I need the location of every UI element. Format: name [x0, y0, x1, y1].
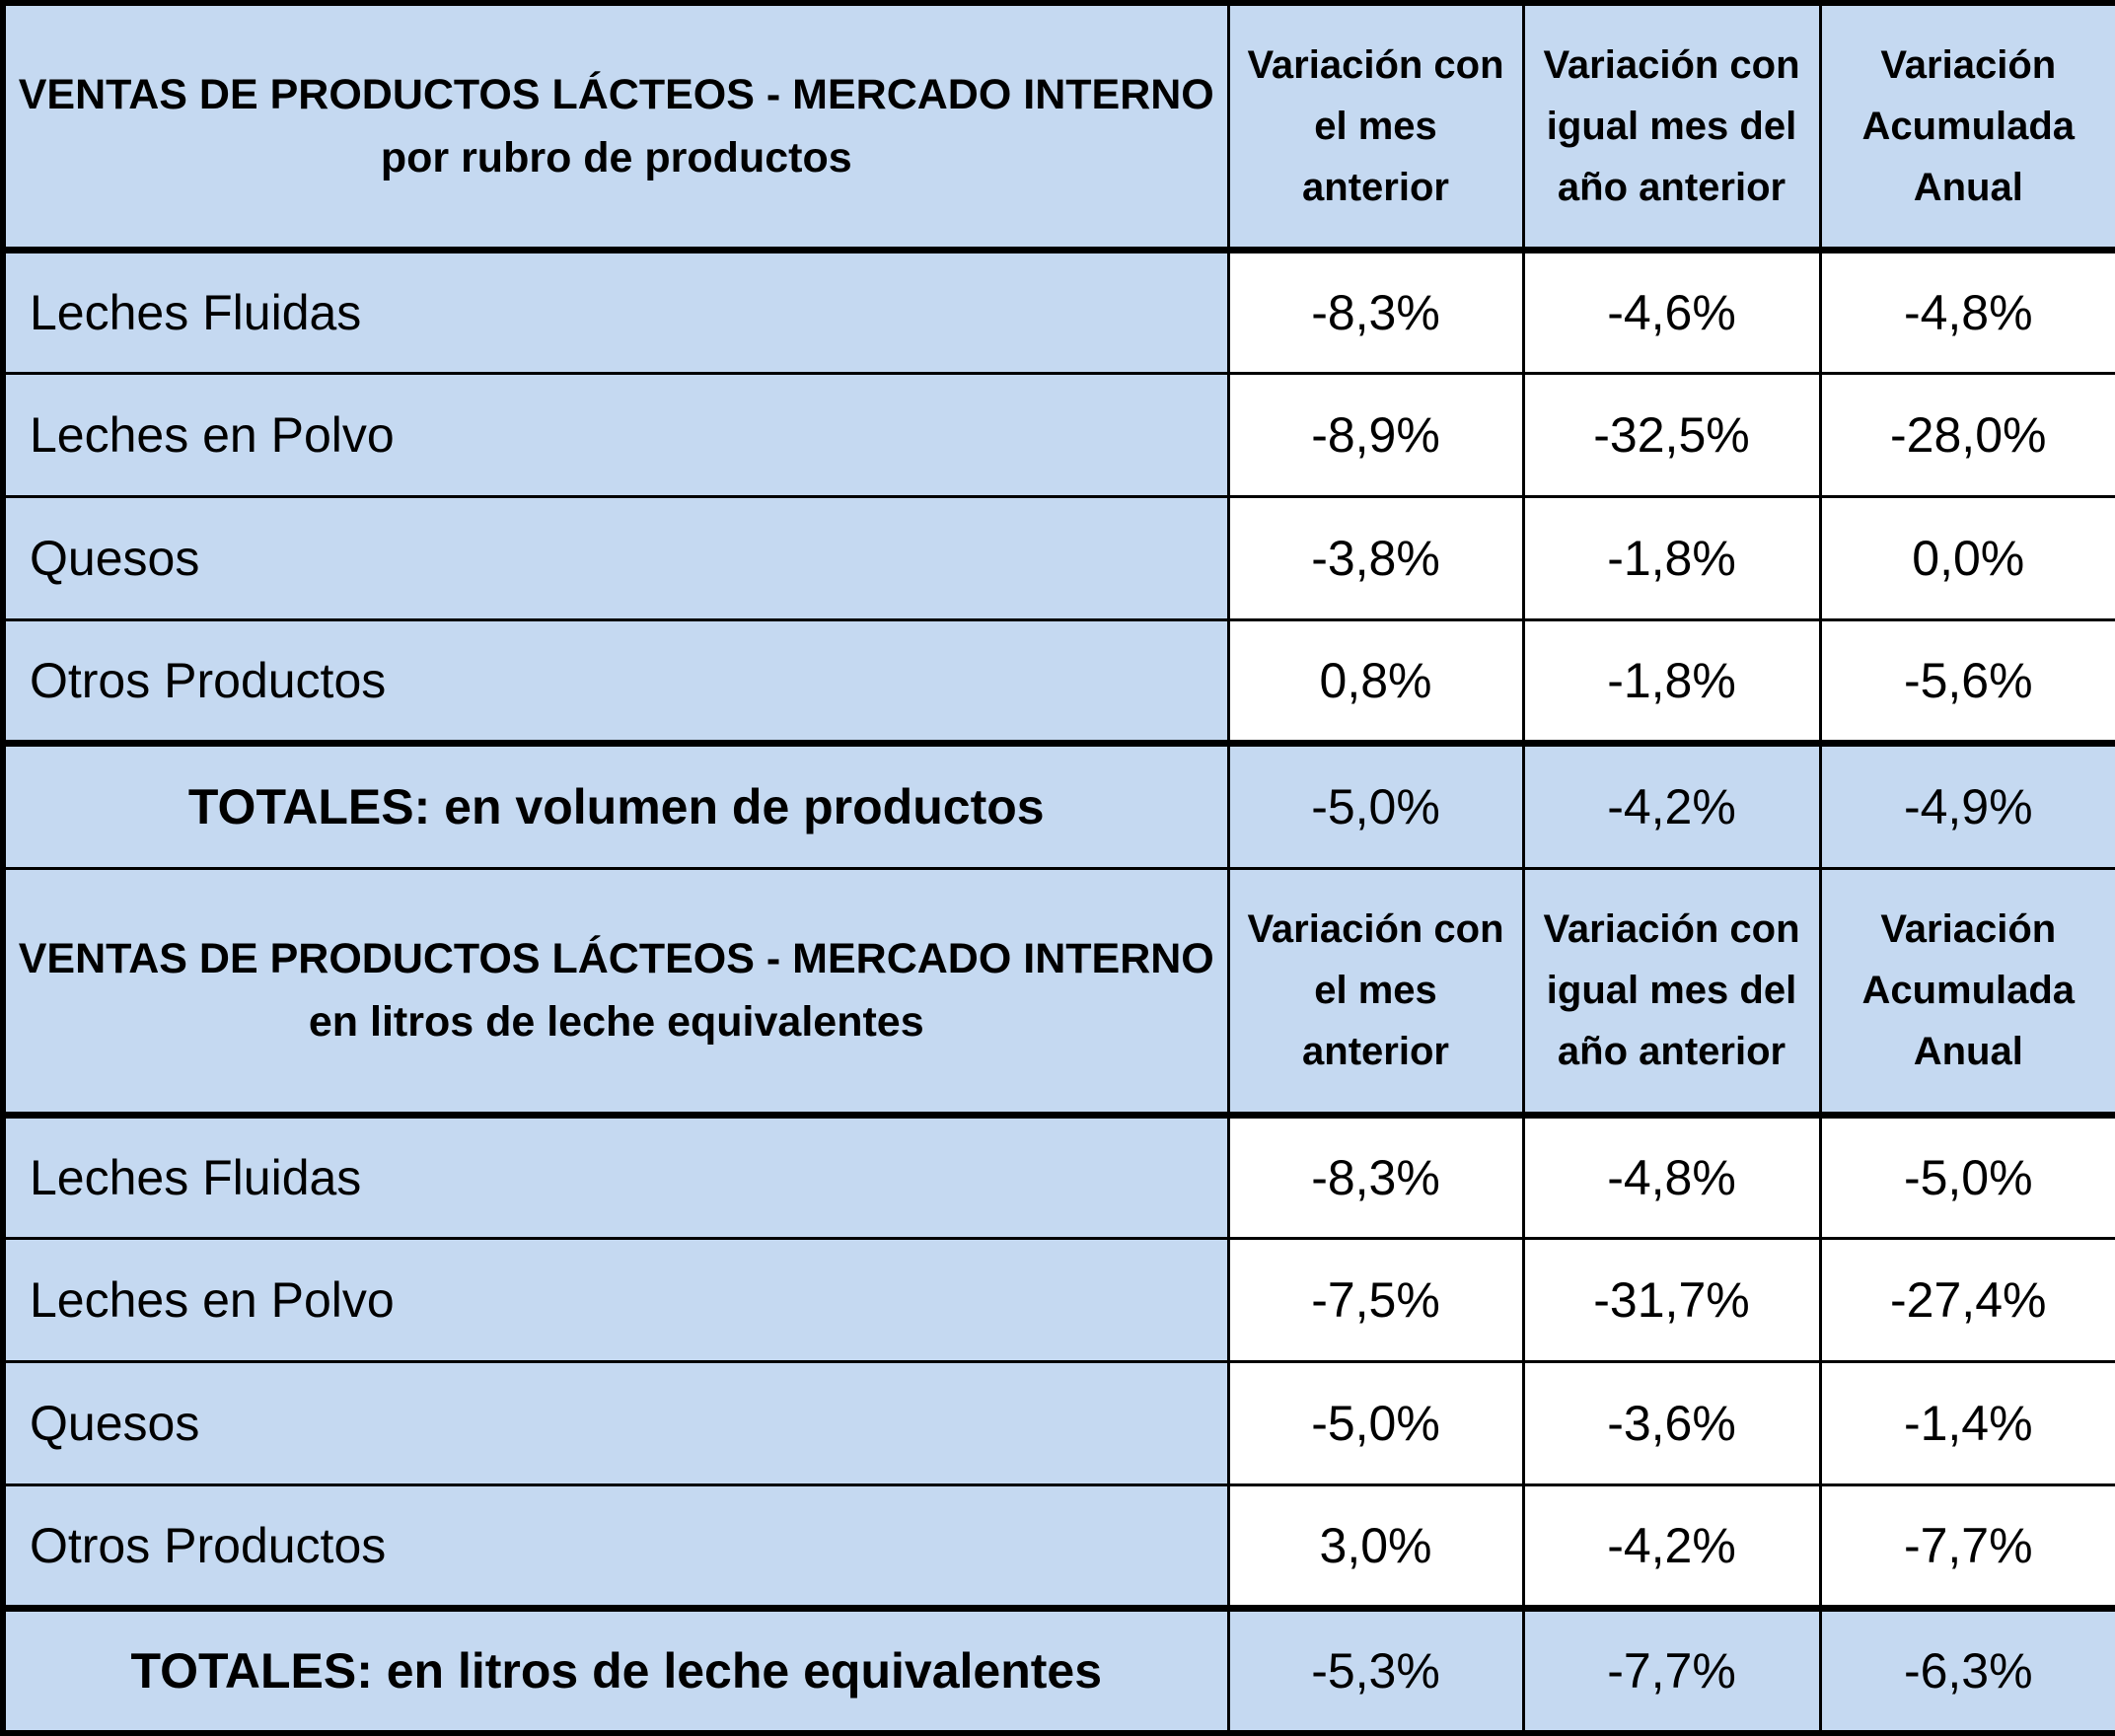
- table-row: Otros Productos 3,0% -4,2% -7,7%: [1, 1483, 2115, 1610]
- header-line: Anual: [1913, 165, 2023, 209]
- cell-value: 0,0%: [1818, 494, 2115, 621]
- total-value: -4,9%: [1818, 739, 2115, 870]
- table1-title: VENTAS DE PRODUCTOS LÁCTEOS - MERCADO IN…: [1, 1, 1230, 253]
- table2-col-header-month: Variación con el mes anterior: [1226, 866, 1525, 1119]
- total-value: -5,3%: [1226, 1604, 1525, 1735]
- header-line: Variación con: [1247, 42, 1504, 87]
- total-value: -7,7%: [1521, 1604, 1822, 1735]
- table-row: Leches Fluidas -8,3% -4,6% -4,8%: [1, 248, 2115, 375]
- row-label: Leches Fluidas: [1, 1113, 1230, 1240]
- total-value: -4,2%: [1521, 739, 1822, 870]
- table-row: Leches en Polvo -8,9% -32,5% -28,0%: [1, 371, 2115, 498]
- cell-value: -27,4%: [1818, 1236, 2115, 1363]
- total-value: -5,0%: [1226, 739, 1525, 870]
- cell-value: -1,8%: [1521, 617, 1822, 745]
- cell-value: -3,6%: [1521, 1359, 1822, 1486]
- row-label: Quesos: [1, 494, 1230, 621]
- total-label: TOTALES: en litros de leche equivalentes: [1, 1604, 1230, 1735]
- table-row: Quesos -3,8% -1,8% 0,0%: [1, 494, 2115, 621]
- table2-title: VENTAS DE PRODUCTOS LÁCTEOS - MERCADO IN…: [1, 866, 1230, 1119]
- cell-value: -7,5%: [1226, 1236, 1525, 1363]
- cell-value: -3,8%: [1226, 494, 1525, 621]
- table2-col-header-year: Variación con igual mes del año anterior: [1521, 866, 1822, 1119]
- cell-value: 3,0%: [1226, 1483, 1525, 1610]
- cell-value: -5,0%: [1818, 1113, 2115, 1240]
- header-line: Acumulada: [1861, 104, 2076, 148]
- cell-value: -1,4%: [1818, 1359, 2115, 1486]
- cell-value: -5,0%: [1226, 1359, 1525, 1486]
- table2-header-row: VENTAS DE PRODUCTOS LÁCTEOS - MERCADO IN…: [1, 866, 2115, 1119]
- total-label: TOTALES: en volumen de productos: [1, 739, 1230, 870]
- cell-value: -8,9%: [1226, 371, 1525, 498]
- cell-value: -7,7%: [1818, 1483, 2115, 1610]
- header-line: año anterior: [1557, 1030, 1787, 1073]
- table-row: Quesos -5,0% -3,6% -1,4%: [1, 1359, 2115, 1486]
- row-label: Leches en Polvo: [1, 371, 1230, 498]
- header-line: anterior: [1302, 1030, 1449, 1073]
- table1-title-line1: VENTAS DE PRODUCTOS LÁCTEOS - MERCADO IN…: [18, 70, 1214, 118]
- row-label: Quesos: [1, 1359, 1230, 1486]
- header-line: Variación con: [1247, 907, 1504, 951]
- row-label: Leches Fluidas: [1, 248, 1230, 375]
- table1-total-row: TOTALES: en volumen de productos -5,0% -…: [1, 739, 2115, 870]
- header-line: igual mes del: [1546, 969, 1797, 1012]
- cell-value: -32,5%: [1521, 371, 1822, 498]
- table1-title-line2: por rubro de productos: [380, 133, 852, 181]
- header-line: Variación: [1880, 907, 2057, 951]
- row-label: Leches en Polvo: [1, 1236, 1230, 1363]
- cell-value: -28,0%: [1818, 371, 2115, 498]
- cell-value: -4,8%: [1521, 1113, 1822, 1240]
- table-row: Leches en Polvo -7,5% -31,7% -27,4%: [1, 1236, 2115, 1363]
- cell-value: -4,6%: [1521, 248, 1822, 375]
- table1-col-header-year: Variación con igual mes del año anterior: [1521, 1, 1822, 253]
- header-line: Variación: [1880, 42, 2057, 87]
- header-line: año anterior: [1557, 165, 1787, 209]
- cell-value: -8,3%: [1226, 1113, 1525, 1240]
- table-row: Leches Fluidas -8,3% -4,8% -5,0%: [1, 1113, 2115, 1240]
- cell-value: -1,8%: [1521, 494, 1822, 621]
- cell-value: -8,3%: [1226, 248, 1525, 375]
- header-line: Acumulada: [1861, 969, 2076, 1012]
- cell-value: -31,7%: [1521, 1236, 1822, 1363]
- row-label: Otros Productos: [1, 617, 1230, 745]
- table2-title-line1: VENTAS DE PRODUCTOS LÁCTEOS - MERCADO IN…: [18, 935, 1214, 982]
- total-value: -6,3%: [1818, 1604, 2115, 1735]
- header-line: anterior: [1302, 165, 1449, 209]
- header-line: Variación con: [1543, 42, 1800, 87]
- table1-col-header-month: Variación con el mes anterior: [1226, 1, 1525, 253]
- table-row: Otros Productos 0,8% -1,8% -5,6%: [1, 617, 2115, 745]
- table2-col-header-cumulative: Variación Acumulada Anual: [1818, 866, 2115, 1119]
- header-line: el mes: [1314, 969, 1437, 1012]
- table1-header-row: VENTAS DE PRODUCTOS LÁCTEOS - MERCADO IN…: [1, 1, 2115, 253]
- cell-value: -5,6%: [1818, 617, 2115, 745]
- table1-col-header-cumulative: Variación Acumulada Anual: [1818, 1, 2115, 253]
- header-line: Variación con: [1543, 907, 1800, 951]
- header-line: Anual: [1913, 1030, 2023, 1073]
- cell-value: 0,8%: [1226, 617, 1525, 745]
- table2-total-row: TOTALES: en litros de leche equivalentes…: [1, 1604, 2115, 1735]
- cell-value: -4,2%: [1521, 1483, 1822, 1610]
- cell-value: -4,8%: [1818, 248, 2115, 375]
- header-line: igual mes del: [1546, 104, 1797, 148]
- table2-title-line2: en litros de leche equivalentes: [308, 998, 924, 1046]
- header-line: el mes: [1314, 104, 1437, 148]
- row-label: Otros Productos: [1, 1483, 1230, 1610]
